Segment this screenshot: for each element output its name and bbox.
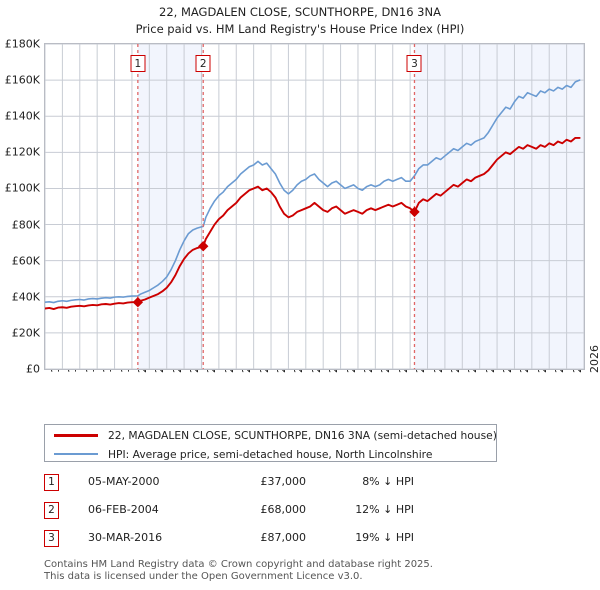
event-marker-badge: 3: [406, 55, 422, 72]
y-axis-tick-label: £40K: [11, 290, 40, 304]
footer-line-2: This data is licensed under the Open Gov…: [44, 571, 363, 582]
legend-swatch-hpi: [54, 453, 98, 455]
y-axis-tick-label: £180K: [4, 37, 40, 51]
y-axis-tick-label: £80K: [11, 218, 40, 232]
footer-line-1: Contains HM Land Registry data © Crown c…: [44, 559, 433, 570]
transaction-index-badge: 1: [44, 474, 59, 491]
title-line-1: 22, MAGDALEN CLOSE, SCUNTHORPE, DN16 3NA: [159, 5, 441, 19]
series-line-hpi: [45, 79, 581, 304]
transaction-hpi-delta: 8% ↓ HPI: [362, 475, 414, 488]
table-row: 1 05-MAY-2000 £37,000 8% ↓ HPI: [44, 471, 464, 499]
highlight-band: [414, 44, 584, 369]
y-axis-tick-label: £0: [26, 362, 40, 376]
y-axis-tick-label: £60K: [11, 254, 40, 268]
event-point-diamond: [132, 296, 144, 308]
transaction-date: 30-MAR-2016: [88, 531, 163, 544]
price-history-chart: [44, 43, 585, 370]
legend-label-property: 22, MAGDALEN CLOSE, SCUNTHORPE, DN16 3NA…: [108, 428, 497, 442]
table-row: 2 06-FEB-2004 £68,000 12% ↓ HPI: [44, 499, 464, 527]
page-title: 22, MAGDALEN CLOSE, SCUNTHORPE, DN16 3NA…: [0, 4, 600, 38]
transaction-date: 05-MAY-2000: [88, 475, 160, 488]
legend-item-property: 22, MAGDALEN CLOSE, SCUNTHORPE, DN16 3NA…: [45, 426, 497, 444]
transaction-index-badge: 3: [44, 530, 59, 547]
x-axis-tick-label: 2026: [588, 345, 600, 373]
transaction-price: £68,000: [260, 503, 307, 516]
y-axis-tick-label: £120K: [4, 145, 40, 159]
event-point-diamond: [198, 241, 209, 252]
transactions-table: 1 05-MAY-2000 £37,000 8% ↓ HPI 2 06-FEB-…: [44, 471, 464, 555]
chart-legend: 22, MAGDALEN CLOSE, SCUNTHORPE, DN16 3NA…: [44, 424, 497, 462]
transaction-index-badge: 2: [44, 502, 59, 519]
transaction-date: 06-FEB-2004: [88, 503, 159, 516]
transaction-hpi-delta: 12% ↓ HPI: [355, 503, 414, 516]
chart-plot-svg: [45, 44, 584, 369]
footer-attribution: Contains HM Land Registry data © Crown c…: [44, 559, 564, 583]
transaction-price: £87,000: [260, 531, 307, 544]
legend-item-hpi: HPI: Average price, semi-detached house,…: [45, 445, 496, 463]
event-marker-badge: 2: [195, 55, 211, 72]
legend-label-hpi: HPI: Average price, semi-detached house,…: [108, 447, 433, 461]
y-axis-tick-label: £160K: [4, 73, 40, 87]
title-line-2: Price paid vs. HM Land Registry's House …: [135, 22, 465, 36]
highlight-band: [137, 44, 204, 369]
transaction-hpi-delta: 19% ↓ HPI: [355, 531, 414, 544]
transaction-price: £37,000: [260, 475, 307, 488]
table-row: 3 30-MAR-2016 £87,000 19% ↓ HPI: [44, 527, 464, 555]
y-axis-tick-label: £140K: [4, 109, 40, 123]
legend-swatch-property: [54, 433, 98, 437]
y-axis-tick-label: £20K: [11, 326, 40, 340]
event-marker-badge: 1: [130, 55, 146, 72]
event-point-diamond: [409, 206, 420, 218]
y-axis-tick-label: £100K: [4, 181, 40, 195]
